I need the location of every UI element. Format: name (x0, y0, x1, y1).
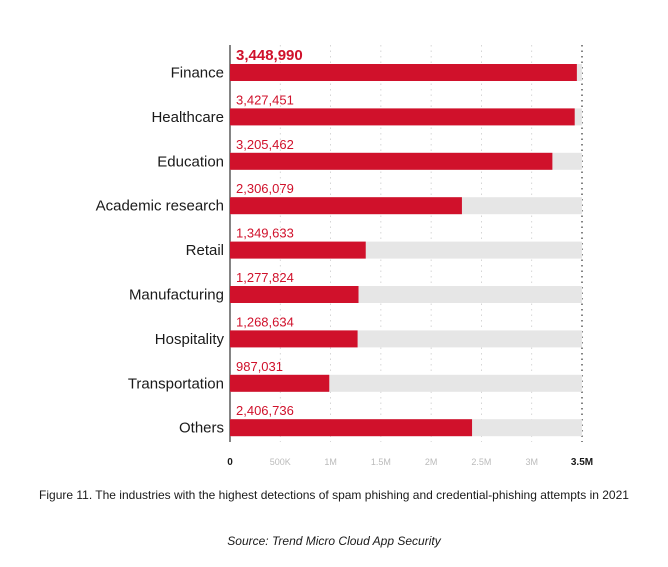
bars (230, 64, 582, 437)
x-tick-label-3: 1.5M (371, 457, 391, 467)
bar-3 (230, 197, 462, 215)
category-label-4: Retail (186, 242, 224, 259)
category-label-2: Education (157, 153, 224, 170)
value-label-0: 3,448,990 (236, 47, 303, 64)
value-label-3: 2,306,079 (236, 181, 294, 196)
category-label-1: Healthcare (151, 109, 224, 126)
bar-8 (230, 419, 473, 437)
x-tick-label-2: 1M (324, 457, 337, 467)
x-axis: 0 500K 1M 1.5M 2M 2.5M 3M 3.5M (227, 457, 593, 468)
category-label-6: Hospitality (155, 331, 225, 348)
source-caption: Source: Trend Micro Cloud App Security (227, 534, 441, 548)
value-label-7: 987,031 (236, 359, 283, 374)
bar-0 (230, 64, 577, 81)
bar-chart: Finance 3,448,990 Healthcare 3,427,451 Educa… (96, 45, 593, 468)
bar-5 (230, 286, 359, 303)
value-label-1: 3,427,451 (236, 92, 294, 107)
value-label-6: 1,268,634 (236, 314, 294, 329)
bar-7 (230, 374, 330, 392)
x-tick-label-1: 500K (270, 457, 291, 467)
bar-6 (230, 330, 358, 348)
value-label-8: 2,406,736 (236, 403, 294, 418)
value-label-5: 1,277,824 (236, 270, 294, 285)
category-label-8: Others (179, 420, 224, 437)
labels: Finance 3,448,990 Healthcare 3,427,451 Educa… (96, 47, 303, 437)
x-tick-label-0: 0 (227, 457, 233, 468)
bar-2 (230, 152, 553, 170)
value-label-2: 3,205,462 (236, 137, 294, 152)
category-label-3: Academic research (96, 198, 224, 215)
bar-1 (230, 108, 575, 126)
bar-4 (230, 241, 366, 259)
value-label-4: 1,349,633 (236, 226, 294, 241)
x-tick-label-5: 2.5M (471, 457, 491, 467)
category-label-0: Finance (171, 65, 224, 82)
x-tick-label-4: 2M (425, 457, 438, 467)
x-tick-label-6: 3M (525, 457, 538, 467)
category-label-7: Transportation (128, 375, 224, 392)
figure-caption: Figure 11. The industries with the highe… (39, 488, 629, 502)
category-label-5: Manufacturing (129, 287, 224, 304)
x-tick-label-7: 3.5M (571, 457, 593, 468)
